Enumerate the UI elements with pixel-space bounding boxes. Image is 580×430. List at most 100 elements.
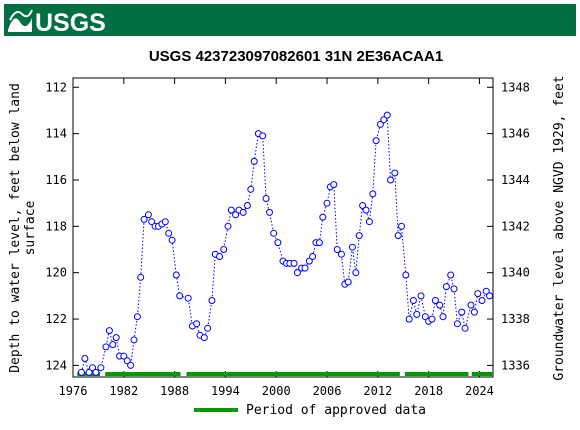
data-point <box>442 283 450 291</box>
usgs-logo[interactable]: USGS <box>8 9 106 37</box>
data-point <box>227 206 235 214</box>
y-axis-right-label: Groundwater level above NGVD 1929, feet <box>552 75 567 380</box>
data-point <box>120 352 128 360</box>
data-point <box>309 253 317 260</box>
data-point <box>293 269 301 277</box>
data-point <box>92 368 100 376</box>
data-point <box>436 301 444 309</box>
data-point <box>413 310 421 318</box>
data-point <box>102 343 110 351</box>
data-point <box>369 190 377 198</box>
series-line <box>81 113 491 374</box>
x-axis: 1976 1982 1988 1994 2000 2006 2012 2018 2024 <box>59 78 494 398</box>
data-point <box>216 253 223 260</box>
data-point <box>85 368 93 376</box>
y-axis-left: 112 114 116 118 120 122 124 <box>45 80 79 372</box>
data-point <box>220 246 228 253</box>
data-point <box>193 320 201 328</box>
data-point <box>127 361 135 369</box>
series-points-group <box>78 111 494 376</box>
data-point <box>161 218 169 226</box>
data-point <box>208 297 216 304</box>
data-point <box>337 250 345 258</box>
data-point <box>453 320 461 328</box>
series-line-group <box>81 113 491 374</box>
data-point <box>224 222 232 230</box>
y-left-tick-label: 112 <box>45 80 67 94</box>
y-right-tick-label: 1344 <box>501 173 530 187</box>
data-point <box>344 278 352 286</box>
data-point <box>398 222 405 230</box>
x-tick-label: 2006 <box>313 384 342 398</box>
data-point <box>262 195 270 202</box>
data-point <box>323 199 331 207</box>
data-point <box>204 324 212 332</box>
data-point <box>109 341 117 349</box>
x-tick-label: 2012 <box>363 384 392 398</box>
y-left-tick-label: 118 <box>45 219 67 233</box>
data-point <box>133 313 141 321</box>
data-point <box>305 257 313 265</box>
data-point <box>172 271 180 279</box>
data-point <box>461 324 469 332</box>
data-point <box>474 290 482 298</box>
data-point <box>200 334 208 342</box>
data-point <box>482 287 490 295</box>
data-point <box>176 292 184 300</box>
data-point <box>428 315 436 323</box>
data-point <box>486 292 494 300</box>
data-point <box>239 208 247 216</box>
chart-title: USGS 423723097082601 31N 2E36ACAA1 <box>149 48 443 65</box>
data-point <box>383 111 391 119</box>
y-right-tick-label: 1340 <box>501 266 530 280</box>
y-axis-right: 1336 1338 1340 1342 1344 1346 1348 <box>487 80 530 372</box>
data-point <box>362 206 370 214</box>
data-point <box>458 308 466 316</box>
data-point <box>81 355 89 362</box>
x-tick-label: 1976 <box>59 384 88 398</box>
data-point <box>478 297 486 304</box>
data-point <box>144 211 152 219</box>
data-point <box>330 181 338 189</box>
y-left-tick-label: 124 <box>45 358 67 372</box>
data-point <box>470 308 478 316</box>
data-point <box>266 208 273 216</box>
y-left-tick-label: 120 <box>45 266 67 280</box>
data-point <box>348 243 356 251</box>
data-point <box>315 239 323 247</box>
y-right-tick-label: 1348 <box>501 80 530 94</box>
data-point <box>431 297 439 304</box>
y-left-tick-label: 116 <box>45 173 67 187</box>
y-right-tick-label: 1336 <box>501 358 530 372</box>
legend-label: Period of approved data <box>246 403 426 418</box>
x-tick-label: 2018 <box>414 384 443 398</box>
data-point <box>105 327 113 335</box>
data-point <box>270 229 278 237</box>
data-point <box>450 285 458 293</box>
y-right-tick-label: 1338 <box>501 312 530 326</box>
x-tick-label: 2024 <box>465 384 494 398</box>
data-point <box>112 334 120 342</box>
data-point <box>365 218 373 226</box>
data-point <box>274 239 282 247</box>
data-point <box>168 236 176 244</box>
data-point <box>301 264 309 272</box>
data-point <box>148 218 156 226</box>
x-tick-label: 1994 <box>211 384 240 398</box>
y-left-tick-label: 114 <box>45 127 67 141</box>
usgs-logo-text: USGS <box>35 9 106 37</box>
plot-area-frame <box>72 77 494 378</box>
data-point <box>380 116 388 124</box>
data-point <box>352 269 360 277</box>
data-point <box>130 336 138 344</box>
legend: Period of approved data <box>194 403 426 418</box>
data-point <box>137 273 145 281</box>
data-point <box>319 213 327 221</box>
data-point <box>421 313 429 321</box>
data-point <box>376 120 384 128</box>
usgs-header-banner <box>4 4 576 36</box>
data-point <box>247 185 255 193</box>
data-point <box>417 292 425 300</box>
data-point <box>387 176 394 184</box>
usgs-wave-icon <box>8 9 33 32</box>
